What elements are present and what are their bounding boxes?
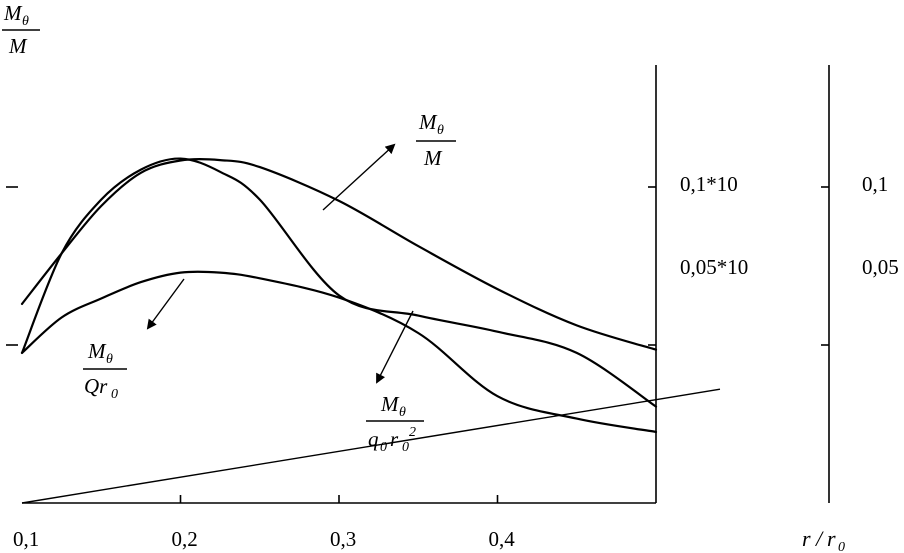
svg-text:r: r: [827, 526, 836, 551]
arrow-m-theta-over-q-r0: [146, 278, 185, 330]
right-axis-1-tick-label-top: 0,1*10: [680, 172, 738, 196]
svg-text:Qr: Qr: [84, 374, 108, 398]
series-line-3-extension: [655, 388, 721, 401]
tick-marks: [6, 186, 829, 503]
svg-text:M: M: [87, 339, 107, 363]
series-label-m-theta-over-q-r0: M θ Qr 0: [83, 339, 127, 402]
svg-text:θ: θ: [399, 405, 406, 420]
svg-text:M: M: [3, 1, 23, 25]
right-axis-2-tick-label-top: 0,1: [862, 172, 888, 196]
y-axis-label: M θ M: [2, 1, 40, 58]
arrow-m-theta-over-m: [322, 143, 396, 211]
x-axis-label: r / r 0: [802, 526, 845, 553]
series-line-1: [20, 270, 658, 433]
x-tick-labels: 0,1 0,2 0,3 0,4: [13, 527, 515, 551]
series-label-m-theta-over-m: M θ M: [416, 110, 456, 170]
svg-text:θ: θ: [22, 14, 29, 29]
svg-text:r: r: [390, 427, 399, 451]
svg-text:2: 2: [409, 425, 416, 440]
svg-text:θ: θ: [437, 123, 444, 138]
svg-text:0: 0: [111, 387, 118, 402]
arrow-m-theta-over-q0-r0-sq: [376, 310, 414, 384]
series-line-3: [21, 398, 657, 504]
x-tick-label-2: 0,3: [330, 527, 356, 551]
svg-text:/: /: [814, 526, 824, 551]
series-line-0: [20, 157, 658, 351]
series-label-m-theta-over-q0-r0-sq: M θ q 0 r 0 2: [366, 392, 424, 455]
svg-text:M: M: [8, 34, 28, 58]
svg-text:M: M: [423, 146, 443, 170]
svg-text:θ: θ: [106, 352, 113, 367]
x-tick-label-1: 0,2: [172, 527, 198, 551]
svg-text:0: 0: [380, 440, 387, 455]
series-line-2: [20, 157, 658, 408]
svg-text:M: M: [380, 392, 400, 416]
svg-text:0: 0: [402, 440, 409, 455]
right-axis-2-tick-label-mid: 0,05: [862, 255, 899, 279]
right-axis-1-tick-label-mid: 0,05*10: [680, 255, 748, 279]
x-tick-label-0: 0,1: [13, 527, 39, 551]
svg-text:r: r: [802, 526, 811, 551]
series-group: [20, 157, 721, 504]
x-tick-label-3: 0,4: [489, 527, 516, 551]
svg-text:q: q: [368, 427, 379, 451]
svg-text:0: 0: [838, 540, 845, 553]
svg-text:M: M: [418, 110, 438, 134]
